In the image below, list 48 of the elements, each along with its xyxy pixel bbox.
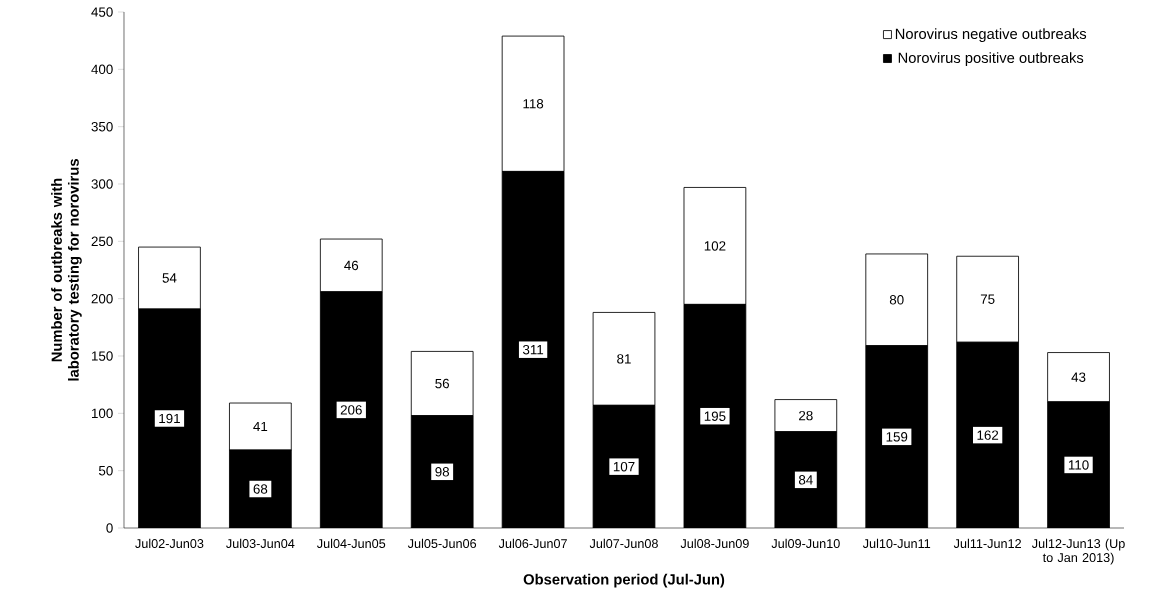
data-label: 110 bbox=[1068, 460, 1089, 470]
x-tick-label: Jul08-Jun09 bbox=[680, 538, 749, 549]
data-label: 118 bbox=[523, 99, 544, 109]
data-label: 46 bbox=[344, 260, 359, 271]
x-tick-label: Jul10-Jun11 bbox=[862, 538, 931, 549]
x-axis-title: Observation period (Jul-Jun) bbox=[523, 573, 725, 588]
data-label: 75 bbox=[980, 294, 995, 304]
data-label: 54 bbox=[162, 273, 177, 283]
y-axis-title: Number of outbreaks with laboratory testing for norovirus bbox=[51, 159, 82, 381]
data-label: 41 bbox=[253, 421, 268, 432]
x-tick-label: Jul11-Jun12 bbox=[953, 538, 1021, 549]
x-tick-label: Jul04-Jun05 bbox=[317, 538, 386, 549]
x-tick-label: Jul03-Jun04 bbox=[226, 538, 295, 549]
y-tick-label: 400 bbox=[91, 64, 113, 75]
y-tick-label: 100 bbox=[92, 408, 113, 419]
data-label: 159 bbox=[886, 432, 908, 442]
y-tick-label: 350 bbox=[91, 121, 113, 132]
data-label: 68 bbox=[253, 484, 268, 494]
x-tick-label: Jul09-Jun10 bbox=[771, 538, 840, 549]
x-tick-label: Jul06-Jun07 bbox=[498, 538, 567, 549]
data-label: 81 bbox=[617, 354, 631, 364]
data-label: 311 bbox=[522, 344, 544, 355]
legend-label: Norovirus positive outbreaks bbox=[898, 52, 1084, 66]
y-tick-label: 0 bbox=[106, 523, 113, 533]
y-tick-label: 300 bbox=[91, 179, 113, 189]
data-label: 191 bbox=[159, 413, 180, 424]
y-tick-label: 150 bbox=[92, 351, 113, 361]
y-tick-label: 50 bbox=[98, 465, 113, 476]
data-label: 162 bbox=[977, 430, 999, 440]
data-label: 43 bbox=[1071, 372, 1086, 382]
x-tick-label: Jul05-Jun06 bbox=[407, 538, 477, 549]
data-label: 84 bbox=[798, 475, 813, 485]
data-label: 206 bbox=[340, 405, 362, 415]
bar bbox=[229, 402, 292, 451]
data-label: 80 bbox=[889, 295, 904, 305]
legend-label: Norovirus negative outbreaks bbox=[895, 28, 1087, 42]
y-tick-label: 250 bbox=[91, 236, 113, 247]
data-label: 107 bbox=[613, 461, 635, 472]
data-label: 195 bbox=[704, 411, 726, 421]
x-tick-label: Jul07-Jun08 bbox=[589, 538, 658, 549]
x-tick-label: Jul02-Jun03 bbox=[135, 538, 204, 549]
data-label: 28 bbox=[799, 410, 813, 421]
data-label: 98 bbox=[435, 467, 450, 477]
data-label: 56 bbox=[435, 378, 450, 389]
data-label: 102 bbox=[704, 241, 726, 251]
y-tick-label: 450 bbox=[91, 7, 113, 17]
x-tick-label: Jul12-Jun13 (Up to Jan 2013) bbox=[1031, 538, 1125, 565]
y-tick-label: 200 bbox=[91, 293, 113, 304]
